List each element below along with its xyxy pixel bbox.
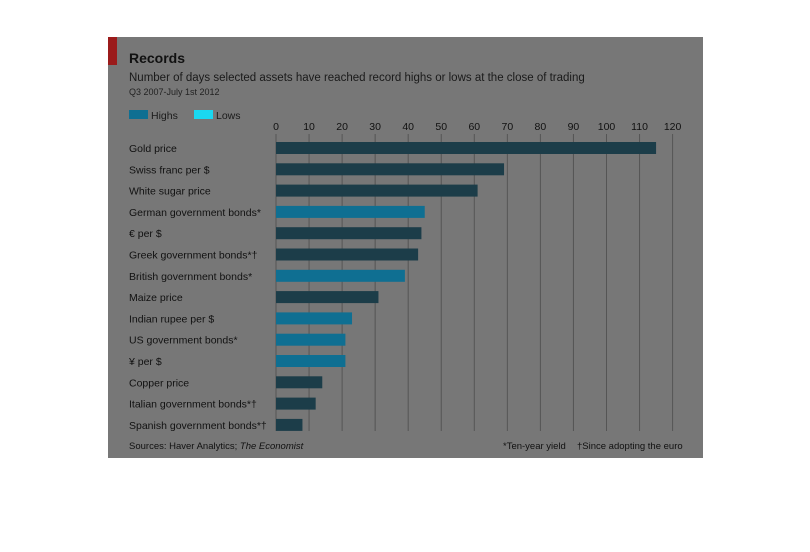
bar-highs (276, 163, 505, 176)
bar-highs (276, 291, 379, 304)
bar-highs (276, 227, 422, 240)
category-label: Greek government bonds*† (129, 250, 258, 262)
chart-card: Records Number of days selected assets h… (108, 37, 703, 458)
bar-highs (276, 333, 346, 346)
footnote-since-euro: †Since adopting the euro (577, 441, 683, 452)
bar-highs (276, 248, 419, 261)
category-label: Swiss franc per $ (129, 164, 210, 176)
x-tick-label-0: 0 (273, 121, 279, 133)
category-label: € per $ (129, 228, 162, 240)
legend-label-highs: Highs (151, 110, 178, 122)
bars (276, 142, 657, 431)
category-label: German government bonds* (129, 207, 261, 219)
category-labels: Gold price Swiss franc per $ White sugar p… (128, 143, 267, 432)
bar-highs (276, 397, 316, 410)
legend: Highs Lows (129, 110, 241, 122)
legend-label-lows: Lows (216, 110, 241, 122)
bar-highs (276, 376, 323, 389)
x-tick-label-90: 90 (568, 121, 580, 133)
source-text: Sources: Haver Analytics; (129, 441, 240, 452)
bar-highs (276, 418, 303, 431)
legend-swatch-highs (129, 110, 148, 119)
footnote-ten-year-yield: *Ten-year yield (503, 441, 566, 452)
chart-date-range: Q3 2007-July 1st 2012 (129, 87, 220, 97)
x-tick-label-20: 20 (336, 121, 348, 133)
chart-title: Records (129, 50, 185, 66)
category-label: Copper price (129, 377, 189, 389)
chart-subtitle: Number of days selected assets have reac… (129, 72, 585, 84)
x-tick-label-100: 100 (598, 121, 616, 133)
category-label: Indian rupee per $ (129, 313, 214, 325)
bar-highs (276, 142, 657, 154)
x-tick-label-10: 10 (303, 121, 315, 133)
category-label: Gold price (129, 143, 177, 155)
x-tick-label-70: 70 (502, 121, 514, 133)
x-tick-label-40: 40 (402, 121, 414, 133)
category-label: Italian government bonds*† (129, 399, 257, 411)
bar-highs (276, 205, 425, 218)
category-label: White sugar price (129, 186, 211, 198)
category-label: Maize price (129, 292, 183, 304)
category-label: US government bonds* (129, 335, 238, 347)
legend-swatch-lows (194, 110, 213, 119)
bar-highs (276, 269, 405, 282)
source-note: Sources: Haver Analytics; The Economist (129, 441, 304, 452)
bar-highs (276, 312, 353, 325)
x-tick-label-80: 80 (535, 121, 547, 133)
x-tick-label-60: 60 (468, 121, 480, 133)
x-tick-label-110: 110 (631, 121, 648, 133)
gridlines (275, 134, 674, 431)
x-tick-label-120: 120 (664, 121, 682, 133)
x-tick-label-30: 30 (369, 121, 381, 133)
category-label: British government bonds* (129, 271, 252, 283)
source-publication: The Economist (240, 441, 304, 452)
x-axis-ticks: 0 10 20 30 40 50 60 70 80 90 100 110 120 (273, 121, 681, 133)
bar-chart: Records Number of days selected assets h… (108, 37, 683, 452)
category-label: Spanish government bonds*† (129, 420, 267, 432)
bar-highs (276, 355, 346, 367)
x-tick-label-50: 50 (435, 121, 447, 133)
category-label: ¥ per $ (128, 356, 162, 368)
accent-tab (108, 37, 117, 65)
bar-highs (276, 184, 478, 197)
